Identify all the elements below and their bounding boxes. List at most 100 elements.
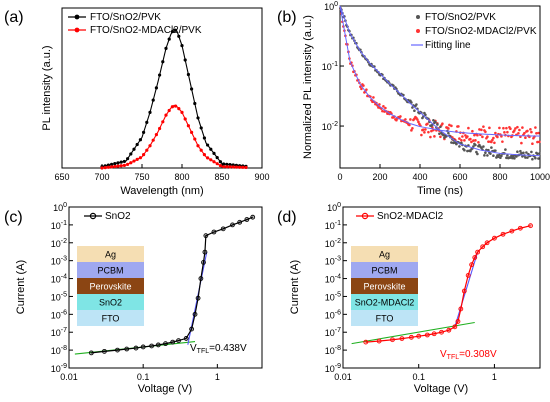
data-point xyxy=(536,152,539,156)
data-point xyxy=(486,135,489,139)
data-point xyxy=(420,133,423,137)
axis-ticks: 0.01 0.1 1 10-9 10-8 10-7 10-6 10-5 10-4 10-3 10-2… xyxy=(325,202,497,382)
x-axis-label: Time (ns) xyxy=(417,185,463,197)
data-point xyxy=(472,145,475,148)
y-tick-label: 10-4 xyxy=(51,274,67,285)
data-point xyxy=(537,131,540,135)
data-point xyxy=(458,306,464,312)
panel-label-d: (d) xyxy=(277,209,297,226)
data-point xyxy=(455,319,461,324)
panel-label-a: (a) xyxy=(4,9,24,26)
data-point xyxy=(411,126,414,130)
data-point xyxy=(410,101,413,104)
stack-layer xyxy=(77,278,144,294)
x-tick-label: 800 xyxy=(174,172,189,182)
data-point xyxy=(189,326,195,332)
data-point xyxy=(474,139,477,142)
data-point xyxy=(119,164,123,168)
data-point xyxy=(529,128,532,131)
data-point xyxy=(490,146,493,149)
data-point xyxy=(436,123,439,126)
x-tick-label: 650 xyxy=(54,172,69,182)
data-point xyxy=(488,126,491,130)
data-point xyxy=(502,126,505,130)
data-point xyxy=(215,162,219,166)
data-point xyxy=(149,343,155,349)
data-point xyxy=(457,125,460,128)
data-point xyxy=(154,133,158,137)
data-point xyxy=(161,120,165,124)
data-point xyxy=(408,123,411,127)
data-point xyxy=(517,225,523,231)
data-point xyxy=(164,113,168,117)
data-point xyxy=(455,142,458,146)
data-point xyxy=(484,130,487,134)
data-point xyxy=(469,262,475,268)
data-point xyxy=(382,105,385,108)
y-tick-label: 10-9 xyxy=(325,363,341,374)
data-point xyxy=(215,155,219,160)
data-point xyxy=(100,166,104,170)
stack-layer-label: SnO2 xyxy=(99,298,122,308)
data-point xyxy=(198,276,204,281)
data-point xyxy=(442,133,445,137)
data-point xyxy=(480,146,483,150)
series-group xyxy=(100,28,248,170)
x-tick-label: 700 xyxy=(94,172,109,182)
data-point xyxy=(460,139,463,142)
data-point xyxy=(534,126,537,129)
y-tick-label: 100 xyxy=(53,202,67,213)
data-point xyxy=(460,141,463,145)
y-tick-label: 10-4 xyxy=(325,274,341,285)
data-point xyxy=(384,106,387,110)
data-point xyxy=(124,346,130,352)
data-point xyxy=(206,143,210,147)
legend: FTO/SnO2/PVK FTO/SnO2-MDACl2/PVK Fitting… xyxy=(411,12,537,51)
y-tick-label: 10-1 xyxy=(325,220,341,231)
data-point xyxy=(163,341,168,347)
data-point xyxy=(113,164,117,169)
data-point xyxy=(424,113,427,117)
y-tick-label: 10-1 xyxy=(51,220,67,231)
legend-marker-1 xyxy=(416,15,420,19)
legend-text: SnO2 xyxy=(105,211,131,222)
x-axis-label: Wavelength (nm) xyxy=(120,185,203,197)
data-point xyxy=(524,136,527,139)
panel-b: (b) 0 200 400 600 800 1000 100 10-1 10-2 Time (n… xyxy=(277,1,550,197)
panel-d: (d) 0.01 0.1 1 10-9 10-8 10-7 10-6 10-5 10-4 10-3… xyxy=(277,202,541,395)
stack-layer xyxy=(77,294,144,310)
y-axis-label: Current (A) xyxy=(289,260,301,314)
panel-c: (c) 0.01 0.1 1 10-9 10-8 10-7 10-6 10-5 10-4 10-3… xyxy=(4,202,263,395)
data-point xyxy=(106,165,110,169)
data-point xyxy=(531,142,534,146)
panel-a: (a) 650 700 750 800 850 900 Wavelength (nm) P… xyxy=(4,7,270,197)
data-point xyxy=(484,240,490,246)
data-point xyxy=(145,148,149,152)
data-point xyxy=(377,106,380,109)
data-point xyxy=(408,334,414,340)
data-point xyxy=(416,118,419,121)
data-point xyxy=(158,73,162,77)
data-point xyxy=(482,145,485,148)
data-point xyxy=(410,129,413,132)
data-point xyxy=(203,233,209,239)
data-point xyxy=(167,37,171,41)
data-point xyxy=(433,135,436,138)
y-tick-label: 10-7 xyxy=(325,327,341,338)
data-point xyxy=(469,137,472,141)
data-point xyxy=(180,43,184,48)
x-ticks: 650 700 750 800 850 900 xyxy=(54,164,270,182)
data-point xyxy=(381,109,384,113)
data-point xyxy=(193,101,197,106)
data-point xyxy=(183,117,187,121)
stack-layer xyxy=(77,246,144,262)
data-point xyxy=(482,125,485,128)
data-point xyxy=(126,157,130,161)
device-stack: Ag PCBM Perovskite SnO2 FTO xyxy=(77,246,144,326)
device-stack: Ag PCBM Perovskite SnO2-MDACl2 FTO xyxy=(351,246,418,326)
data-point xyxy=(537,157,540,160)
data-point xyxy=(509,228,515,234)
stack-layer-label: Ag xyxy=(105,250,116,260)
data-point xyxy=(411,106,414,109)
stack-layer xyxy=(351,294,418,310)
